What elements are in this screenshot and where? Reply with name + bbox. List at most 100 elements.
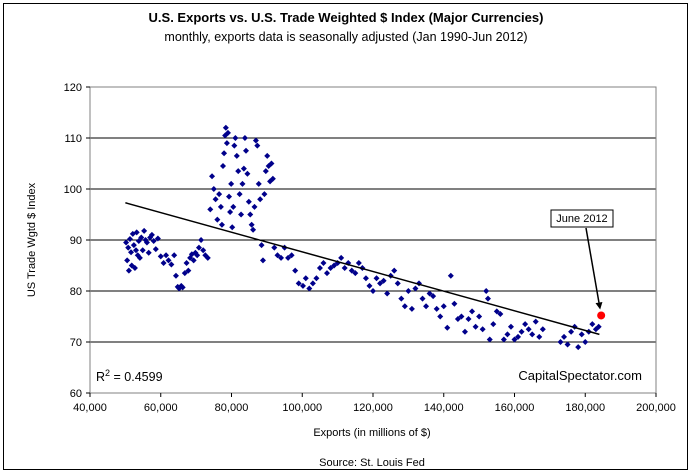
data-point xyxy=(269,175,276,182)
trendline xyxy=(125,202,600,336)
data-point xyxy=(490,321,497,328)
data-point xyxy=(479,326,486,333)
data-point xyxy=(160,259,167,266)
data-point xyxy=(163,252,170,259)
data-point xyxy=(214,216,221,223)
data-point xyxy=(451,300,458,307)
data-point xyxy=(138,234,145,241)
data-point xyxy=(148,231,155,238)
data-point xyxy=(130,242,137,249)
data-point xyxy=(423,303,430,310)
data-point xyxy=(309,280,316,287)
data-point xyxy=(248,221,255,228)
data-point xyxy=(384,290,391,297)
data-point xyxy=(157,253,164,260)
callout-box xyxy=(550,209,614,228)
data-point xyxy=(139,247,146,254)
data-point xyxy=(227,208,234,215)
data-point xyxy=(255,180,262,187)
gridlines xyxy=(90,137,656,343)
data-point xyxy=(198,237,205,243)
data-point xyxy=(152,246,159,253)
data-point xyxy=(150,238,157,245)
data-point xyxy=(582,339,589,345)
data-point xyxy=(135,238,142,245)
data-point xyxy=(483,288,490,294)
data-point xyxy=(341,265,348,272)
data-point xyxy=(366,282,373,289)
data-point xyxy=(595,323,602,330)
x-tick-label: 80,000 xyxy=(215,402,249,414)
data-point xyxy=(230,203,237,210)
data-point xyxy=(486,336,493,343)
data-point xyxy=(373,275,380,282)
data-point xyxy=(476,313,483,320)
data-point xyxy=(484,295,491,302)
data-point xyxy=(458,313,465,320)
data-point xyxy=(141,227,148,234)
data-point xyxy=(271,244,278,251)
data-point xyxy=(245,198,252,205)
data-point xyxy=(254,142,261,149)
source-note: Source: St. Louis Fed xyxy=(319,457,425,469)
data-point xyxy=(250,226,257,233)
data-point xyxy=(181,270,188,277)
data-point xyxy=(433,305,440,312)
y-tick-label: 70 xyxy=(70,337,82,349)
data-point xyxy=(557,339,564,345)
data-point xyxy=(224,129,231,136)
data-point xyxy=(212,196,219,203)
data-point xyxy=(327,265,334,272)
data-point xyxy=(133,229,140,236)
data-point xyxy=(233,152,240,159)
data-point xyxy=(168,261,175,268)
y-axis-label: US Trade Wgtd $ Index xyxy=(26,182,38,297)
data-point xyxy=(285,254,292,261)
data-point xyxy=(539,326,546,333)
x-tick-label: 200,000 xyxy=(636,402,676,414)
y-axis-ticks: 60 70 80 90 100 110 120 xyxy=(64,82,90,400)
r-squared-label: R2 = 0.4599 xyxy=(96,368,163,384)
data-point xyxy=(226,193,233,200)
y-tick-label: 100 xyxy=(64,184,82,196)
data-point xyxy=(362,275,369,282)
data-point xyxy=(143,239,150,246)
data-point xyxy=(578,331,585,338)
data-point xyxy=(536,333,543,340)
x-tick-label: 140,000 xyxy=(424,402,464,414)
x-tick-label: 60,000 xyxy=(144,402,178,414)
data-point xyxy=(258,242,265,249)
x-axis-label: Exports (in millions of $) xyxy=(313,427,430,439)
data-point xyxy=(324,270,331,277)
data-point xyxy=(236,191,243,198)
x-tick-label: 180,000 xyxy=(565,402,605,414)
data-point xyxy=(377,280,384,287)
data-point xyxy=(338,254,345,261)
data-point xyxy=(232,135,239,141)
data-point xyxy=(532,318,539,325)
data-point xyxy=(292,267,299,274)
data-point xyxy=(412,285,419,292)
data-point xyxy=(500,336,507,343)
highlight-point xyxy=(597,311,606,320)
data-point xyxy=(221,150,228,157)
data-point xyxy=(518,328,525,335)
data-point xyxy=(231,142,238,149)
data-point xyxy=(228,180,235,187)
data-point xyxy=(405,288,412,294)
data-point xyxy=(209,173,216,180)
data-point xyxy=(243,147,250,154)
data-point xyxy=(240,165,247,172)
data-point xyxy=(274,252,281,259)
data-point xyxy=(529,331,536,338)
data-point xyxy=(394,280,401,287)
data-point xyxy=(136,254,143,261)
y-tick-label: 60 xyxy=(70,388,82,400)
data-point xyxy=(244,170,251,177)
data-point xyxy=(320,259,327,266)
data-point xyxy=(128,249,135,256)
data-point xyxy=(183,259,190,266)
data-point xyxy=(252,137,259,144)
data-point xyxy=(257,196,264,203)
data-point xyxy=(306,285,313,292)
